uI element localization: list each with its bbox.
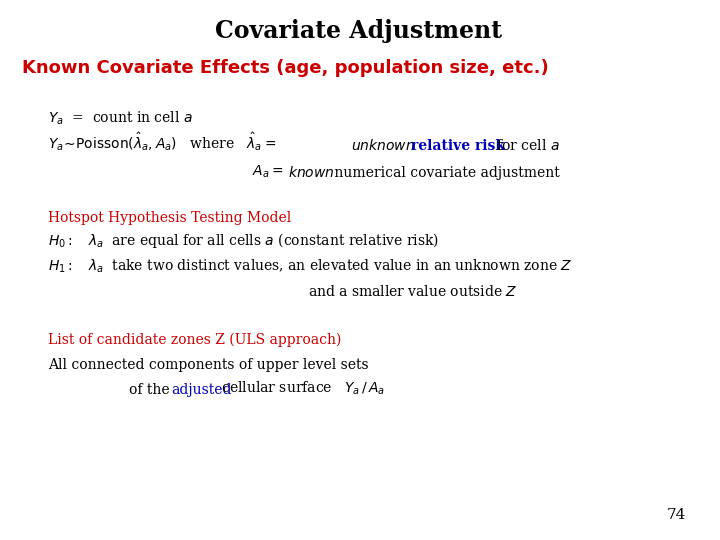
Text: $Y_a$  =  count in cell $a$: $Y_a$ = count in cell $a$: [48, 110, 192, 127]
Text: for cell $a$: for cell $a$: [492, 138, 560, 153]
Text: $A_a = $: $A_a = $: [252, 164, 287, 180]
Text: adjusted: adjusted: [171, 383, 232, 397]
Text: numerical covariate adjustment: numerical covariate adjustment: [330, 166, 560, 180]
Text: $known$: $known$: [289, 165, 335, 180]
Text: Hotspot Hypothesis Testing Model: Hotspot Hypothesis Testing Model: [48, 211, 291, 225]
Text: List of candidate zones Z (ULS approach): List of candidate zones Z (ULS approach): [48, 333, 341, 347]
Text: $unknown$: $unknown$: [351, 138, 415, 153]
Text: of the: of the: [130, 383, 174, 397]
Text: cellular surface   $Y_a \, / \, A_a$: cellular surface $Y_a \, / \, A_a$: [217, 380, 385, 397]
Text: and a smaller value outside $Z$: and a smaller value outside $Z$: [308, 284, 518, 299]
Text: All connected components of upper level sets: All connected components of upper level …: [48, 358, 369, 372]
Text: relative risk: relative risk: [411, 139, 505, 153]
Text: Known Covariate Effects (age, population size, etc.): Known Covariate Effects (age, population…: [22, 59, 549, 77]
Text: Covariate Adjustment: Covariate Adjustment: [215, 19, 502, 43]
Text: $H_0 :$   $\lambda_a$  are equal for all cells $a$ (constant relative risk): $H_0 :$ $\lambda_a$ are equal for all ce…: [48, 231, 438, 250]
Text: 74: 74: [667, 508, 686, 522]
Text: $H_1 :$   $\lambda_a$  take two distinct values, an elevated value in an unknown: $H_1 :$ $\lambda_a$ take two distinct va…: [48, 258, 572, 275]
Text: $Y_a \!\sim\! \mathrm{Poisson}(\hat{\lambda}_a, A_a)$   where   $\hat{\lambda}_a: $Y_a \!\sim\! \mathrm{Poisson}(\hat{\lam…: [48, 130, 280, 153]
